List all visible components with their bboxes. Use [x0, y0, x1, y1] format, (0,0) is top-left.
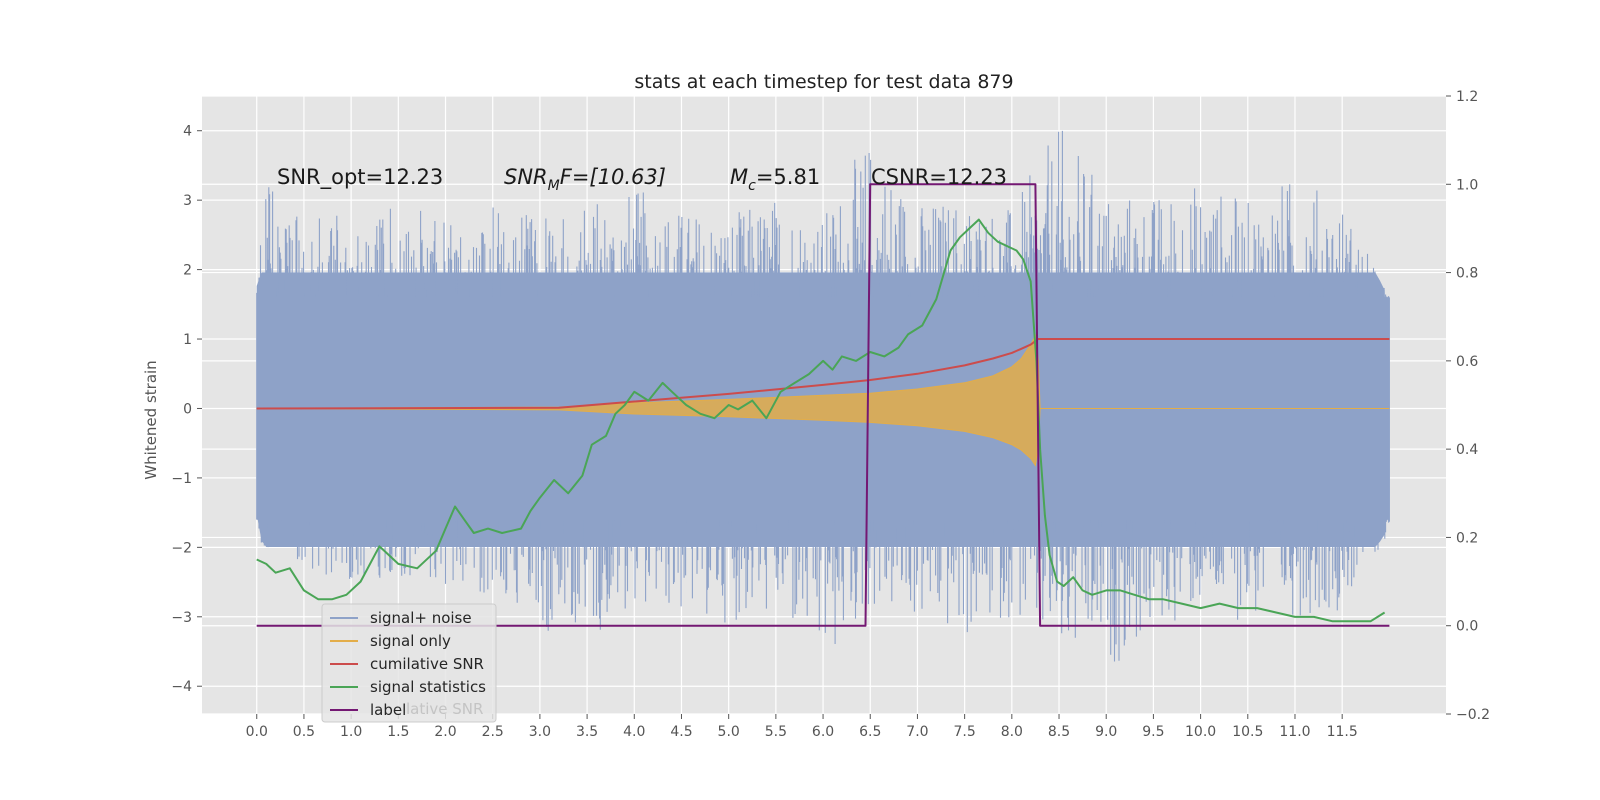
x-tick-label: 10.0 [1185, 724, 1216, 740]
x-tick-label: 3.0 [529, 724, 551, 740]
signal-only-fill [256, 333, 1390, 467]
y-axis-right: 1.2 1.0 0.8 0.6 0.4 0.2 0.0 −0.2 [1446, 89, 1490, 723]
legend: lative SNR signal+ noise signal only cumil… [321, 603, 497, 723]
y-left-tick-label: 1 [183, 332, 192, 348]
legend-label: label [370, 701, 406, 719]
x-tick-label: 1.0 [340, 724, 362, 740]
y-left-tick-label: 3 [183, 193, 192, 209]
x-axis: 0.0 0.5 1.0 1.5 2.0 2.5 3.0 3.5 4.0 4.5 5.0 5.5 6.0 6… [246, 714, 1358, 740]
x-tick-label: 6.0 [812, 724, 834, 740]
y-right-tick-label: 1.0 [1456, 177, 1478, 193]
annotation-mc-sub: c [748, 178, 756, 194]
y-left-tick-label: −2 [171, 540, 192, 556]
x-tick-label: 3.5 [576, 724, 598, 740]
x-tick-label: 8.5 [1048, 724, 1070, 740]
annotation-snr-mf: SNRMF=[10.63] [504, 165, 666, 194]
x-tick-label: 0.0 [246, 724, 268, 740]
legend-label: signal statistics [370, 678, 486, 696]
chart-title: stats at each timestep for test data 879 [634, 71, 1013, 93]
y-right-tick-label: −0.2 [1456, 707, 1490, 723]
x-tick-label: 10.5 [1232, 724, 1263, 740]
x-tick-label: 4.5 [670, 724, 692, 740]
legend-label: signal only [370, 632, 451, 650]
x-tick-label: 5.5 [765, 724, 787, 740]
annotation-snr-mf-sub: M [548, 178, 560, 194]
y-right-tick-label: 0.6 [1456, 354, 1478, 370]
x-tick-label: 7.0 [906, 724, 928, 740]
y-left-tick-label: 2 [183, 263, 192, 279]
x-tick-label: 7.5 [954, 724, 976, 740]
x-tick-label: 0.5 [293, 724, 315, 740]
legend-overlap-text: lative SNR [406, 700, 483, 718]
annotation-snr-mf-rest: F=[10.63] [560, 165, 666, 189]
y-left-tick-label: −1 [171, 471, 192, 487]
legend-label: signal+ noise [370, 609, 472, 627]
x-tick-label: 2.5 [482, 724, 504, 740]
annotation-mc: Mc=5.81 [730, 165, 820, 194]
x-tick-label: 5.0 [718, 724, 740, 740]
y-left-tick-label: −3 [171, 610, 192, 626]
annotation-snr-opt: SNR_opt=12.23 [277, 165, 443, 190]
x-tick-label: 2.0 [434, 724, 456, 740]
annotation-mc-rest: =5.81 [756, 165, 820, 189]
x-tick-label: 11.5 [1327, 724, 1358, 740]
series-signal-only [256, 333, 1390, 467]
y-right-tick-label: 0.8 [1456, 266, 1478, 282]
series-label [256, 183, 1390, 627]
x-tick-label: 9.0 [1095, 724, 1117, 740]
annotation-mc-base: M [730, 165, 748, 189]
x-tick-label: 8.0 [1001, 724, 1023, 740]
y-right-tick-label: 0.0 [1456, 619, 1478, 635]
x-tick-label: 6.5 [859, 724, 881, 740]
legend-box [321, 603, 497, 723]
y-right-tick-label: 0.2 [1456, 530, 1478, 546]
x-tick-label: 9.5 [1142, 724, 1164, 740]
annotation-snr-mf-base: SNR [504, 165, 548, 189]
legend-items: signal+ noise signal only cumilative SNR si… [330, 609, 486, 719]
x-tick-label: 11.0 [1279, 724, 1310, 740]
series-line [256, 183, 1390, 627]
x-tick-label: 4.0 [623, 724, 645, 740]
y-axis-label: Whitened strain [142, 360, 160, 479]
x-tick-label: 1.5 [387, 724, 409, 740]
series-signal-statistics [256, 218, 1386, 623]
legend-label: cumilative SNR [370, 655, 484, 673]
y-right-tick-label: 0.4 [1456, 442, 1478, 458]
series-line [256, 218, 1386, 623]
y-left-tick-label: −4 [171, 679, 192, 695]
y-left-tick-label: 4 [183, 124, 192, 140]
y-left-tick-label: 0 [183, 401, 192, 417]
annotation-csnr: CSNR=12.23 [871, 165, 1007, 189]
y-axis-left: 4 3 2 1 0 −1 −2 −3 −4 [171, 124, 202, 695]
y-right-tick-label: 1.2 [1456, 89, 1478, 105]
